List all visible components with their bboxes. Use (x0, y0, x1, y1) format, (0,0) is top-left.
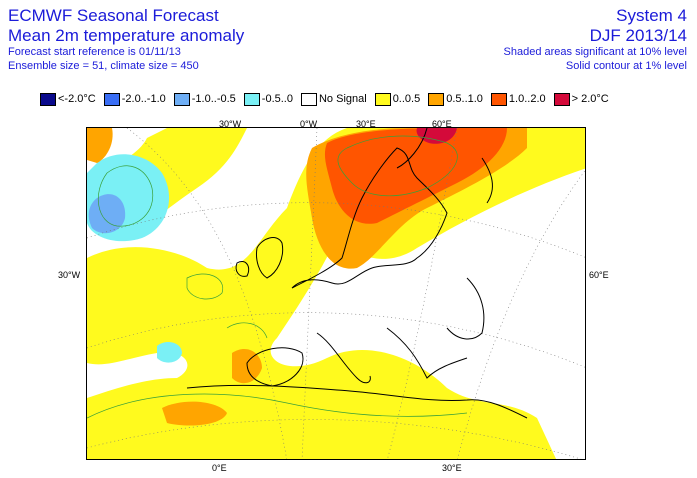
anomaly-area-0-0.5 (87, 128, 585, 459)
legend-swatch (300, 92, 317, 106)
anomaly-map (86, 127, 586, 460)
legend-label: > 2.0°C (571, 93, 609, 105)
legend-swatch (490, 92, 507, 106)
title-line-1: ECMWF Seasonal Forecast (8, 6, 219, 25)
anomaly-area-1-2 (324, 128, 507, 224)
legend-item: -2.0..-1.0 (103, 92, 166, 106)
legend-label: 0..0.5 (392, 93, 421, 105)
coastlines (186, 128, 528, 419)
significance-contours (87, 135, 468, 419)
legend-label: 0.5..1.0 (446, 93, 483, 105)
lon-label-bottom-30e: 30°E (442, 463, 462, 473)
anomaly-area-gt-2 (416, 128, 457, 144)
legend-label: -2.0..-1.0 (121, 93, 166, 105)
lon-label-top-30e: 30°E (356, 119, 376, 129)
legend-item: <-2.0°C (40, 92, 96, 106)
lon-label-bottom-0e: 0°E (212, 463, 227, 473)
legend-label: 1.0..2.0 (508, 93, 546, 105)
system-label: System 4 (616, 6, 687, 25)
legend-swatch (428, 92, 445, 106)
contour-note: Solid contour at 1% level (565, 60, 687, 72)
legend-item: 0..0.5 (374, 92, 421, 106)
lon-label-left-30w: 30°W (58, 270, 81, 280)
legend-swatch (374, 92, 391, 106)
legend-item: -0.5..0 (243, 92, 293, 106)
anomaly-area-minus-1-0.5 (88, 194, 126, 234)
legend-item: No Signal (300, 92, 367, 106)
legend-item: 0.5..1.0 (428, 92, 483, 106)
ensemble-size-info: Ensemble size = 51, climate size = 450 (8, 60, 199, 72)
legend-swatch (173, 92, 190, 106)
lon-label-top-60e: 60°E (432, 119, 452, 129)
lon-label-right-60e: 60°E (589, 270, 609, 280)
legend-swatch (40, 92, 56, 106)
lon-label-top-30w: 30°W (219, 119, 242, 129)
legend-label: <-2.0°C (58, 93, 96, 105)
significance-note: Shaded areas significant at 10% level (503, 46, 687, 58)
lon-label-top-0w: 0°W (300, 119, 318, 129)
legend-swatch (553, 92, 570, 106)
legend-item: -1.0..-0.5 (173, 92, 236, 106)
title-line-2: Mean 2m temperature anomaly (8, 26, 245, 45)
legend-label: -0.5..0 (261, 93, 293, 105)
legend-item: > 2.0°C (553, 92, 609, 106)
season-label: DJF 2013/14 (589, 26, 687, 45)
anomaly-area-0.5-1-nw (87, 128, 113, 163)
legend-swatch (243, 92, 260, 106)
legend-item: 1.0..2.0 (490, 92, 546, 106)
forecast-start-info: Forecast start reference is 01/11/13 (8, 46, 181, 58)
anomaly-area-minus-0.5-0-mid (157, 342, 182, 363)
anomaly-area-0.5-1-africa (162, 401, 227, 426)
color-legend: <-2.0°C -2.0..-1.0 -1.0..-0.5 -0.5..0 No Sig… (40, 92, 617, 106)
graticule (87, 128, 585, 459)
legend-swatch (103, 92, 120, 106)
map-canvas (87, 128, 585, 459)
legend-label: -1.0..-0.5 (191, 93, 236, 105)
legend-label: No Signal (318, 93, 367, 105)
